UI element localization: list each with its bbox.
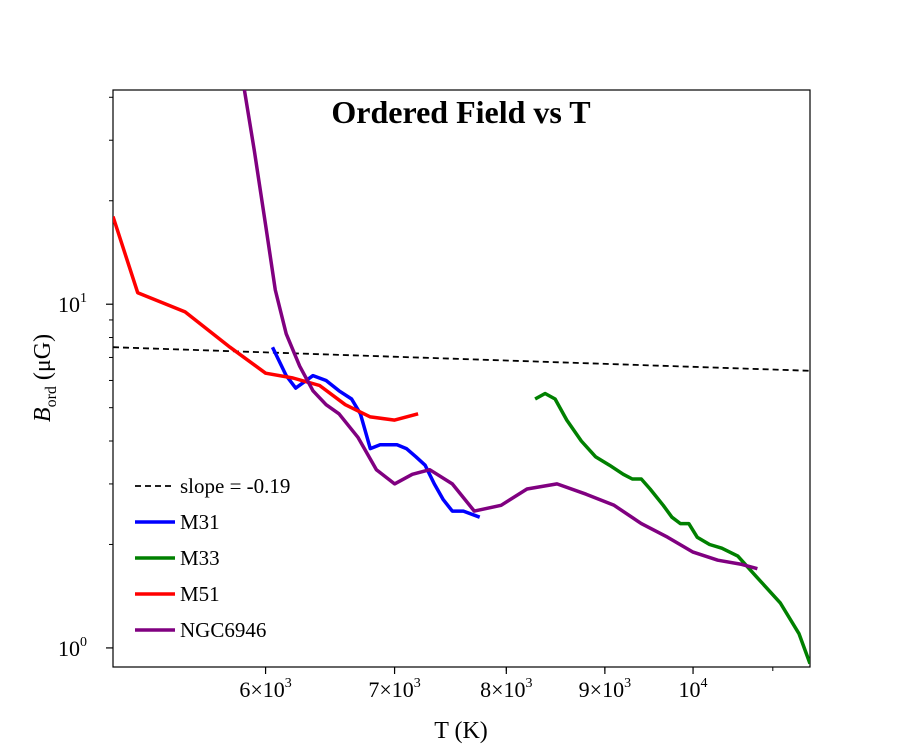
y-axis-label-sub: ord xyxy=(43,386,60,407)
x-axis-label: T (K) xyxy=(434,718,488,744)
x-tick-label: 6×103 xyxy=(239,676,291,702)
plot-area xyxy=(112,89,811,668)
series-layer xyxy=(113,90,810,665)
legend-label-slope-0-19: slope = -0.19 xyxy=(180,474,290,498)
series-line-slope-0-19 xyxy=(113,346,810,372)
series-line-m51 xyxy=(113,215,419,422)
y-tick-label: 101 xyxy=(58,291,87,317)
x-tick-label: 9×103 xyxy=(579,676,631,702)
y-ticks: 100 101 xyxy=(58,96,113,661)
y-axis-label: Bord (μG) xyxy=(30,334,60,422)
x-tick-label: 7×103 xyxy=(368,676,420,702)
x-tick-label: 104 xyxy=(679,676,708,702)
y-axis-label-unit: (μG) xyxy=(30,334,56,380)
x-tick-label: 8×103 xyxy=(480,676,532,702)
y-axis-label-main: B xyxy=(30,407,56,422)
legend: slope = -0.19 M31 M33 M51 NGC6946 xyxy=(135,474,290,642)
y-tick-label: 100 xyxy=(58,635,87,661)
series-line-m31 xyxy=(270,346,481,519)
legend-label-m31: M31 xyxy=(180,510,220,534)
chart-title: Ordered Field vs T xyxy=(331,94,590,130)
legend-label-ngc6946: NGC6946 xyxy=(180,618,266,642)
legend-label-m33: M33 xyxy=(180,546,220,570)
legend-label-m51: M51 xyxy=(180,582,220,606)
series-line-ngc6946 xyxy=(242,90,758,571)
x-ticks: 6×103 7×103 8×103 9×103 104 xyxy=(239,667,774,702)
